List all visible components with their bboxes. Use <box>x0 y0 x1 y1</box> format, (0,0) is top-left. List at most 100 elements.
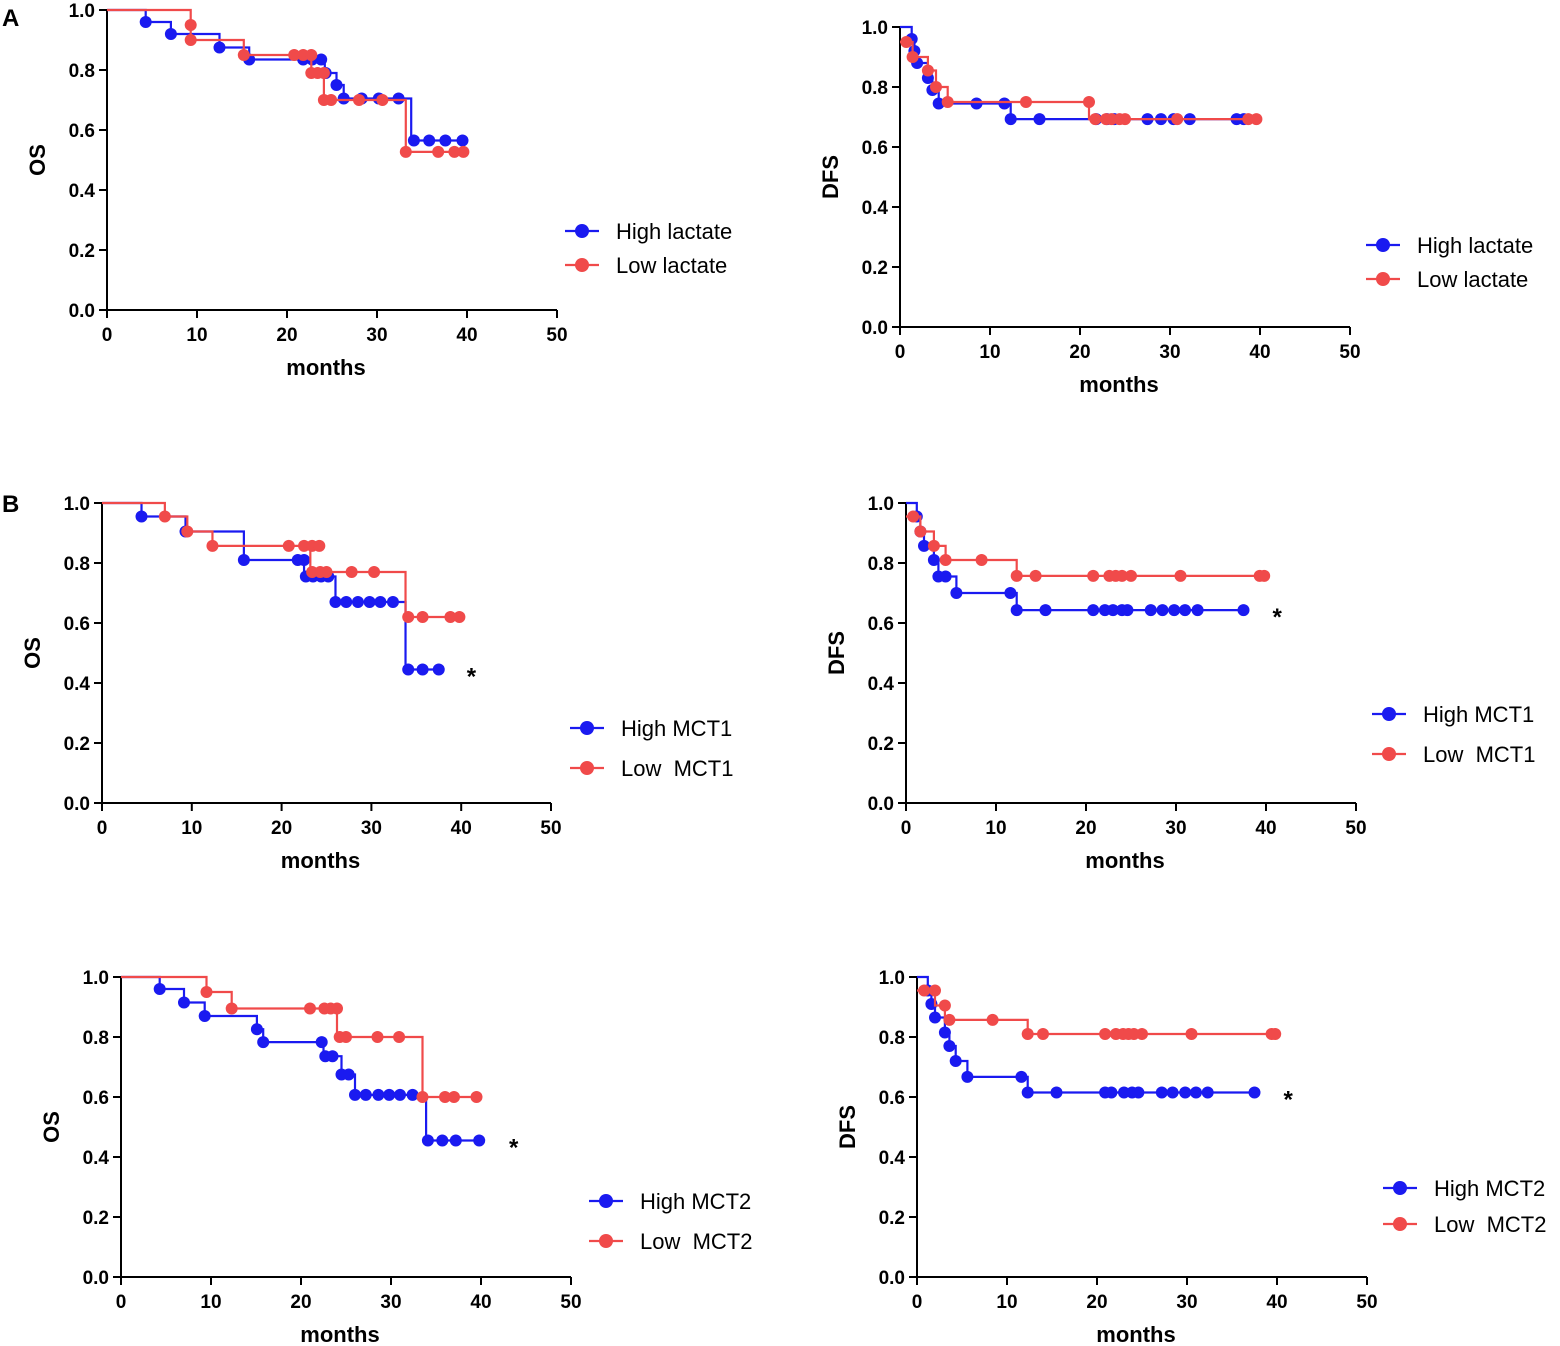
censor-marker <box>938 999 951 1012</box>
censor-marker <box>1125 569 1137 582</box>
x-axis-label: months <box>1085 848 1164 873</box>
censor-marker <box>938 1026 951 1039</box>
x-tick-label: 0 <box>912 1292 923 1313</box>
censor-marker <box>1037 1028 1049 1040</box>
censor-marker <box>1250 113 1263 126</box>
significance-star: * <box>1273 604 1283 631</box>
significance-star: * <box>509 1135 519 1162</box>
y-tick-label: 1.0 <box>64 494 90 515</box>
censor-marker <box>282 539 295 552</box>
censor-marker <box>1168 604 1181 617</box>
censor-marker <box>363 596 376 608</box>
legend-marker <box>1382 707 1396 721</box>
censor-marker <box>436 1134 449 1147</box>
censor-marker <box>383 1088 396 1101</box>
censor-marker <box>421 1134 434 1147</box>
censor-marker <box>907 510 920 523</box>
censor-marker <box>448 145 461 158</box>
censor-marker <box>158 510 171 523</box>
x-tick-label: 50 <box>1356 1292 1377 1313</box>
censor-marker <box>1258 569 1271 582</box>
censor-marker <box>1039 604 1052 617</box>
y-tick-label: 0.2 <box>64 734 90 755</box>
x-tick-label: 30 <box>1159 342 1180 363</box>
censor-marker <box>918 984 931 997</box>
legend-marker <box>580 721 594 735</box>
censor-marker <box>432 145 445 158</box>
censor-marker <box>1021 1028 1034 1040</box>
y-tick-label: 0.4 <box>69 181 96 202</box>
censor-marker <box>432 663 445 676</box>
censor-marker <box>927 539 940 552</box>
x-axis-label: months <box>286 355 365 380</box>
censor-marker <box>305 49 318 61</box>
legend-label: Low MCT1 <box>621 756 733 781</box>
censor-marker <box>371 1031 384 1043</box>
censor-marker <box>407 134 420 147</box>
censor-marker <box>153 983 166 995</box>
censor-marker <box>304 1002 316 1015</box>
y-tick-label: 0.8 <box>69 61 95 82</box>
y-tick-label: 0.4 <box>64 674 91 695</box>
y-tick-label: 1.0 <box>69 1 95 22</box>
series-line-2 <box>900 40 1260 121</box>
censor-marker <box>1004 587 1017 599</box>
x-tick-label: 10 <box>181 818 202 839</box>
legend-marker <box>1376 238 1390 252</box>
y-tick-label: 0.8 <box>83 1028 109 1049</box>
y-tick-label: 0.0 <box>862 318 888 339</box>
censor-marker <box>444 611 457 623</box>
panel-label-b: B <box>2 491 19 518</box>
censor-marker <box>1089 113 1102 126</box>
x-tick-label: 40 <box>456 325 477 346</box>
censor-marker <box>368 566 381 578</box>
legend-marker <box>599 1194 613 1208</box>
censor-marker <box>178 996 190 1009</box>
censor-marker <box>1132 1086 1145 1099</box>
significance-star: * <box>1284 1087 1294 1114</box>
censor-marker <box>986 1013 999 1026</box>
y-tick-label: 0.8 <box>868 554 894 575</box>
legend-label: High lactate <box>616 219 732 244</box>
x-axis-label: months <box>1079 372 1158 397</box>
y-tick-label: 0.8 <box>879 1028 905 1049</box>
censor-marker <box>317 67 330 79</box>
series-line-2 <box>906 515 1266 577</box>
censor-marker <box>961 1070 974 1083</box>
legend-marker <box>575 258 589 272</box>
y-tick-label: 0.0 <box>868 794 894 815</box>
censor-marker <box>449 1134 462 1147</box>
y-axis-label: DFS <box>835 1105 860 1149</box>
censor-marker <box>456 134 469 147</box>
censor-marker <box>1248 1086 1261 1099</box>
x-tick-label: 10 <box>186 325 207 346</box>
censor-marker <box>918 539 930 552</box>
y-tick-label: 1.0 <box>862 18 888 39</box>
censor-marker <box>237 49 250 61</box>
censor-marker <box>1107 604 1119 617</box>
censor-marker <box>342 1068 355 1081</box>
censor-marker <box>1116 569 1128 582</box>
censor-marker <box>470 1091 483 1103</box>
legend-marker <box>1393 1217 1407 1231</box>
x-tick-label: 10 <box>996 1292 1017 1313</box>
censor-marker <box>349 1088 361 1101</box>
x-tick-label: 40 <box>470 1292 491 1313</box>
x-axis-label: months <box>281 848 360 873</box>
censor-marker <box>330 79 343 91</box>
censor-marker <box>1171 113 1184 126</box>
censor-marker <box>939 570 952 583</box>
censor-marker <box>929 984 941 997</box>
censor-marker <box>927 554 940 566</box>
censor-marker <box>135 510 148 523</box>
censor-marker <box>457 145 470 158</box>
censor-marker <box>315 1036 328 1049</box>
km-chart-5: 0 10 20 30 40 50 0.0 0.2 0.4 0.6 0.8 1.0 months OS Hig… <box>39 968 752 1346</box>
y-axis-label: DFS <box>818 155 843 199</box>
x-tick-label: 20 <box>1075 818 1096 839</box>
y-axis-label: OS <box>25 144 50 176</box>
censor-marker <box>929 1011 941 1024</box>
x-axis-label: months <box>1096 1322 1175 1346</box>
y-axis-label: DFS <box>824 631 849 675</box>
x-tick-label: 20 <box>1086 1292 1107 1313</box>
